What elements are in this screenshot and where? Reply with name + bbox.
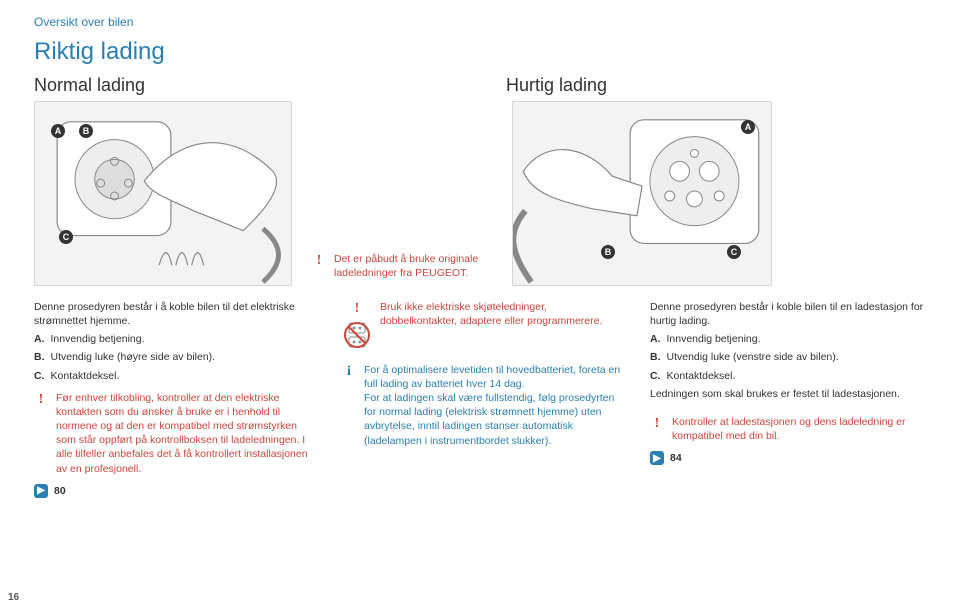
col1-intro: Denne prosedyren består i å koble bilen … [34,300,318,328]
warning-icon: ! [312,252,326,271]
def-c-text: Kontaktdeksel. [51,369,120,383]
def-b-text: Utvendig luke (høyre side av bilen). [51,350,216,364]
subtitle-normal-charging: Normal lading [34,73,506,97]
info-battery-life: i For å optimalisere levetiden til hoved… [342,363,626,448]
warning-no-adapters: ! Bruk ikke elektriske skjøteledninger, … [342,300,626,351]
breadcrumb: Oversikt over bilen [34,14,934,30]
def3-a-text: Innvendig betjening. [667,332,761,346]
col3-intro: Denne prosedyren består i koble bilen ti… [650,300,934,328]
page-link-label: 80 [54,484,66,498]
illustration-row: A B C ! Det er påbudt å bruke originale … [34,101,934,286]
marker-c: C [59,230,73,244]
arrow-icon: ▶ [650,451,664,465]
page-link-84[interactable]: ▶ 84 [650,451,682,465]
text-columns: Denne prosedyren består i å koble bilen … [34,300,934,498]
charging-port-drawing [35,102,291,285]
arrow-icon: ▶ [34,484,48,498]
def3-b-text: Utvendig luke (venstre side av bilen). [667,350,839,364]
warning-installation-text: Før enhver tilkobling, kontroller at den… [56,391,318,476]
marker-b-right: B [601,245,615,259]
def3-a-label: A. [650,332,661,346]
column-normal-procedure: Denne prosedyren består i å koble bilen … [34,300,318,498]
warning-text: Det er påbudt å bruke originale ladeledn… [334,252,492,280]
info-battery-text: For å optimalisere levetiden til hovedba… [364,363,626,448]
info-icon: i [342,363,356,382]
warning-icon: ! [350,300,364,319]
marker-c-right: C [727,245,741,259]
marker-a: A [51,124,65,138]
page-link-label: 84 [670,451,682,465]
marker-a-right: A [741,120,755,134]
subtitle-fast-charging: Hurtig lading [506,73,607,97]
warning-icon: ! [650,415,664,434]
illustration-fast-charging: A B C [512,101,772,286]
page-number: 16 [8,591,19,605]
illustration-normal-charging: A B C [34,101,292,286]
mid-warning-col: ! Det er påbudt å bruke originale ladele… [312,101,492,286]
no-adapter-icon [343,319,371,351]
warning-station-text: Kontroller at ladestasjonen og dens lade… [672,415,934,443]
page-title: Riktig lading [34,36,934,68]
column-warnings: ! Bruk ikke elektriske skjøteledninger, … [342,300,626,498]
def-c-label: C. [34,369,45,383]
warning-installation: ! Før enhver tilkobling, kontroller at d… [34,391,318,476]
def3-b-label: B. [650,350,661,364]
def-a-label: A. [34,332,45,346]
column-fast-procedure: Denne prosedyren består i koble bilen ti… [650,300,934,498]
warning-original-cables: ! Det er påbudt å bruke originale ladele… [312,252,492,280]
warning-icon: ! [34,391,48,410]
warning-station-compat: ! Kontroller at ladestasjonen og dens la… [650,415,934,443]
col3-note: Ledningen som skal brukes er festet til … [650,387,934,401]
def3-c-text: Kontaktdeksel. [667,369,736,383]
def-b-label: B. [34,350,45,364]
def-a-text: Innvendig betjening. [51,332,145,346]
marker-b: B [79,124,93,138]
def3-c-label: C. [650,369,661,383]
page-link-80[interactable]: ▶ 80 [34,484,66,498]
warning-no-adapters-text: Bruk ikke elektriske skjøteledninger, do… [380,300,626,328]
